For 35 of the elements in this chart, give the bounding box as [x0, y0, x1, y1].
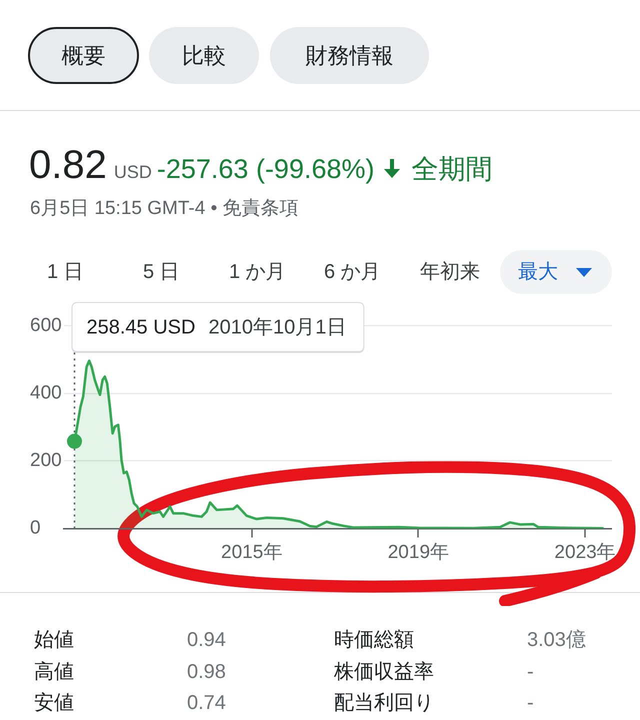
x-tick-label: 2019年: [388, 542, 450, 564]
text: 安値: [34, 691, 74, 715]
text: 株価収益率: [334, 660, 434, 684]
text: 全期間: [412, 153, 492, 186]
text: 始値: [34, 628, 74, 652]
text: 時価総額: [334, 628, 414, 652]
y-tick-label: 600: [30, 315, 62, 336]
text: 高値: [34, 660, 74, 684]
text: 比較: [182, 42, 226, 70]
text: 年初来: [420, 260, 480, 284]
y-tick-label: 200: [30, 450, 62, 472]
text: 概要: [62, 42, 106, 70]
text: 5 日: [143, 260, 180, 284]
text: -: [527, 660, 534, 684]
text: 財務情報: [306, 42, 394, 70]
y-tick-label: 400: [30, 382, 62, 404]
chart-title: 0.82: [29, 143, 107, 188]
y-tick-label: 0: [30, 518, 41, 539]
annotation: 2010年10月1日: [208, 316, 346, 339]
text: 3.03億: [527, 628, 586, 652]
text: 最大: [518, 260, 558, 284]
text: -: [527, 691, 534, 715]
annotation: 258.45 USD: [86, 316, 196, 339]
text: 1 日: [47, 260, 84, 284]
text: 6 か月: [324, 260, 381, 284]
text: 0.74: [187, 691, 226, 715]
text: 1 か月: [229, 260, 286, 284]
text: -257.63 (-99.68%): [156, 154, 374, 185]
x-tick-label: 2015年: [221, 542, 282, 564]
text: 配当利回り: [334, 691, 434, 715]
x-tick-label: 2023年: [554, 542, 616, 564]
chart-subtitle: 6月5日 15:15 GMT-4 • 免責条項: [30, 198, 299, 221]
text: USD: [114, 162, 152, 183]
text: 0.98: [187, 660, 226, 684]
text: 0.94: [187, 628, 226, 652]
